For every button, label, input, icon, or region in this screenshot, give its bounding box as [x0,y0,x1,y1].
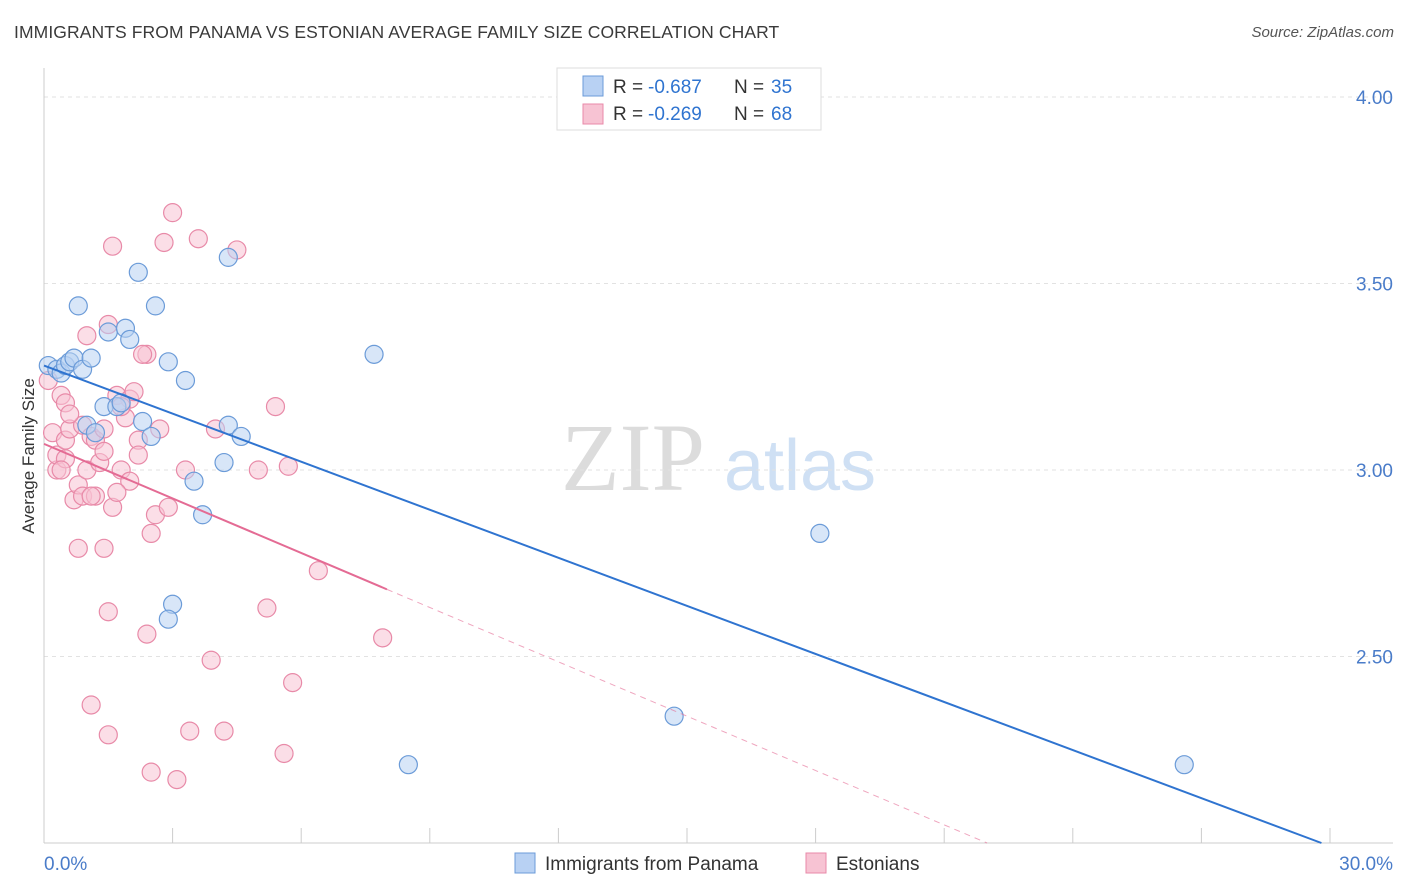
estonians-point-52 [283,673,303,693]
estonians-point-39 [188,229,208,249]
x-tick-label-min: 0.0% [44,854,87,875]
estonians-point-32 [141,523,161,544]
bottom-legend-label-panama: Immigrants from Panama [545,854,759,875]
watermark-zip: ZIP [561,404,705,511]
estonians-point-59 [167,769,187,790]
estonians-point-65 [51,460,71,480]
estonians-point-55 [98,725,118,745]
estonians-point-45 [308,561,328,581]
panama-point-14 [158,352,178,372]
estonians-point-22 [102,236,123,256]
trend-lines [43,364,1322,844]
panama-point-25 [214,452,234,473]
estonians-point-47 [98,602,118,622]
panama-point-28 [218,247,238,267]
legend-r-label-1: R = [613,77,643,98]
estonians-point-66 [132,344,153,364]
estonians-point-58 [141,762,161,782]
legend-r-label-2: R = [613,104,643,125]
panama-point-13 [145,296,166,316]
estonians-point-62 [107,482,127,502]
y-tick-label-0: 2.50 [1356,648,1393,669]
panama-point-33 [664,706,684,726]
gridlines [44,96,1393,657]
legend-swatch-panama [582,75,604,97]
watermark-atlas: atlas [724,426,876,506]
estonians-point-54 [81,695,101,715]
legend-r-value-2: -0.269 [648,104,702,125]
bottom-legend-swatch-panama [514,852,536,874]
estonians-point-64 [81,486,101,506]
estonians-point-42 [248,460,268,480]
y-tick-label-2: 3.50 [1356,275,1393,296]
panama-point-15 [175,370,196,391]
panama-point-9 [98,322,118,342]
estonians-point-50 [201,650,221,670]
legend-swatch-estonians [582,103,604,125]
x-tick-label-max: 30.0% [1339,854,1393,875]
panama-point-7 [68,296,88,316]
estonians-point-35 [154,232,174,253]
bottom-legend: Immigrants from Panama Estonians [514,852,919,875]
panama-point-31 [158,609,178,629]
estonians-point-60 [274,743,294,764]
estonians-point-53 [373,628,393,648]
bottom-legend-label-estonians: Estonians [836,854,919,875]
estonians-point-46 [137,624,157,644]
legend: R = -0.687 N = 35 R = -0.269 N = 68 [556,67,822,131]
estonians-point-48 [94,538,114,558]
panama-point-19 [132,411,153,432]
legend-n-label-1: N = [734,77,764,98]
panama-points [38,247,1194,775]
estonians-point-49 [68,538,88,558]
y-tick-label-3: 4.00 [1356,88,1393,109]
y-tick-label-1: 3.00 [1356,461,1393,482]
estonians-trend-line [43,442,388,591]
estonians-point-18 [94,441,114,461]
panama-point-22 [85,423,106,443]
panama-point-8 [81,348,101,368]
panama-point-35 [1174,755,1194,775]
bottom-legend-swatch-estonians [805,852,827,874]
y-axis-title: Average Family Size [19,378,38,534]
estonians-point-13 [77,326,97,346]
estonians-points [38,203,393,790]
panama-point-11 [120,329,140,350]
chart-title: IMMIGRANTS FROM PANAMA VS ESTONIAN AVERA… [14,22,780,42]
panama-point-32 [810,523,830,544]
y-tick-labels: 2.50 3.00 3.50 4.00 [1356,88,1393,669]
panama-point-34 [398,755,418,775]
source-label: Source: ZipAtlas.com [1251,24,1394,41]
estonians-trend-extension [386,588,988,844]
estonians-point-37 [163,203,183,223]
legend-n-value-1: 35 [771,77,792,98]
legend-n-label-2: N = [734,104,764,125]
panama-point-29 [364,344,384,364]
x-axis-ticks [43,828,1331,843]
legend-r-value-1: -0.687 [648,77,702,98]
estonians-point-56 [180,721,200,741]
estonians-point-57 [214,721,234,741]
estonians-point-61 [60,404,80,424]
estonians-point-36 [158,497,178,517]
panama-point-23 [184,471,204,491]
panama-point-12 [128,262,148,282]
legend-n-value-2: 68 [771,104,792,125]
estonians-point-28 [124,382,144,402]
estonians-point-30 [128,445,148,465]
panama-trend-line [43,364,1322,844]
estonians-point-51 [257,598,277,618]
estonians-point-43 [265,396,286,417]
panama-point-20 [141,426,161,447]
